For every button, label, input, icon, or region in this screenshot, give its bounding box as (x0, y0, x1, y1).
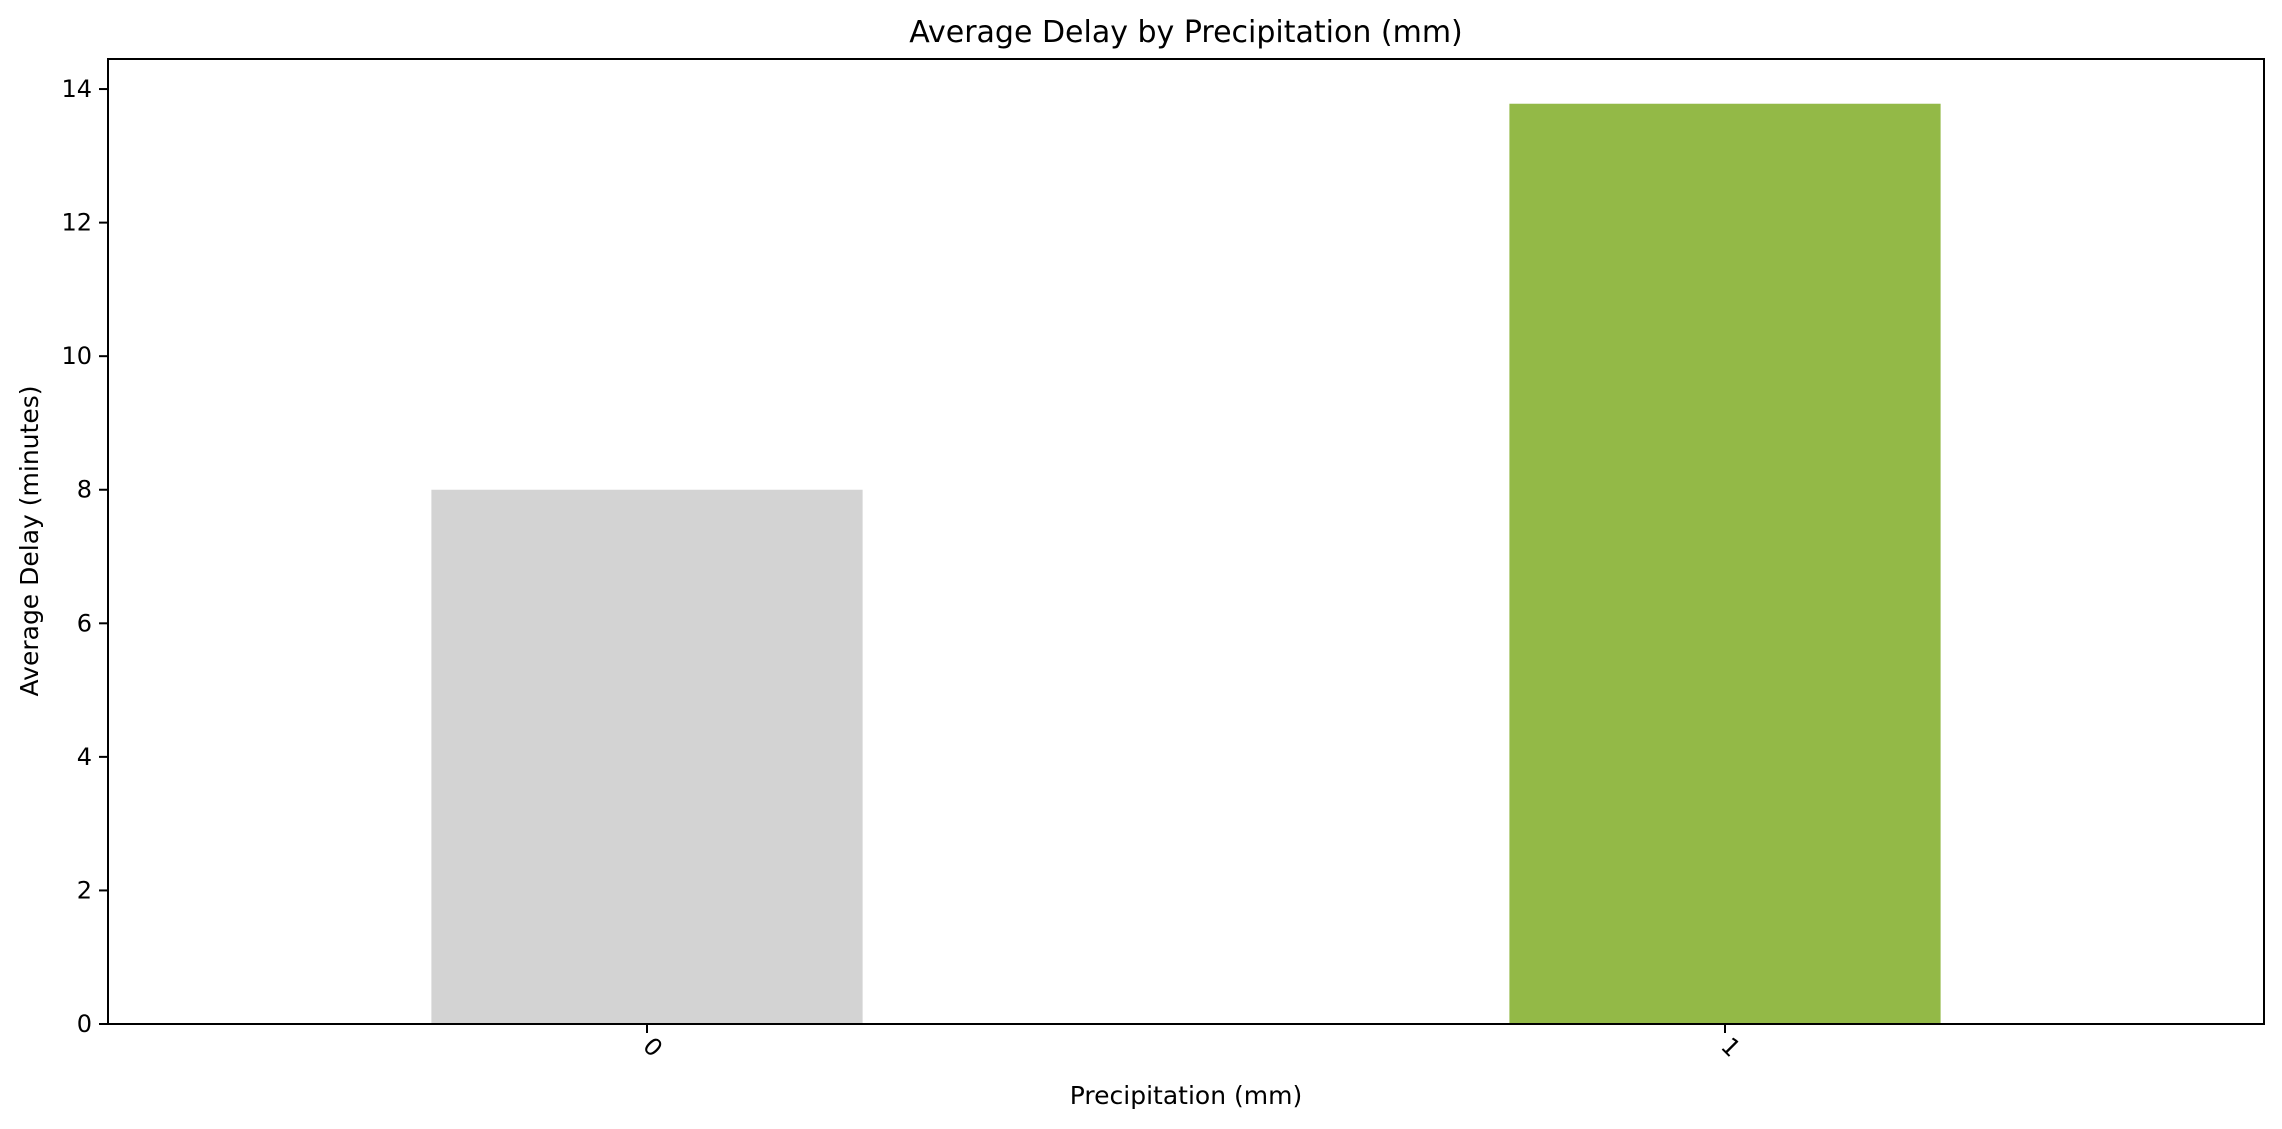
y-tick-label: 2 (77, 876, 92, 904)
bar-0 (431, 489, 863, 1024)
y-axis-label: Average Delay (minutes) (15, 386, 44, 697)
plot-frame (107, 58, 2265, 1025)
y-axis-ticks: 0 2 4 6 8 10 12 14 (61, 75, 108, 1038)
plot-area (107, 58, 2265, 1025)
x-axis-label: Precipitation (mm) (1070, 1081, 1302, 1110)
y-tick-label: 10 (61, 342, 92, 370)
y-tick-label: 4 (77, 743, 92, 771)
y-tick-label: 8 (77, 476, 92, 504)
y-tick-label: 12 (61, 209, 92, 237)
y-tick-label: 6 (77, 609, 92, 637)
chart-title: Average Delay by Precipitation (mm) (909, 15, 1463, 50)
y-tick-label: 14 (61, 75, 92, 103)
bars-group (431, 103, 1941, 1025)
y-tick-label: 0 (77, 1010, 92, 1038)
bar-1 (1509, 103, 1941, 1025)
